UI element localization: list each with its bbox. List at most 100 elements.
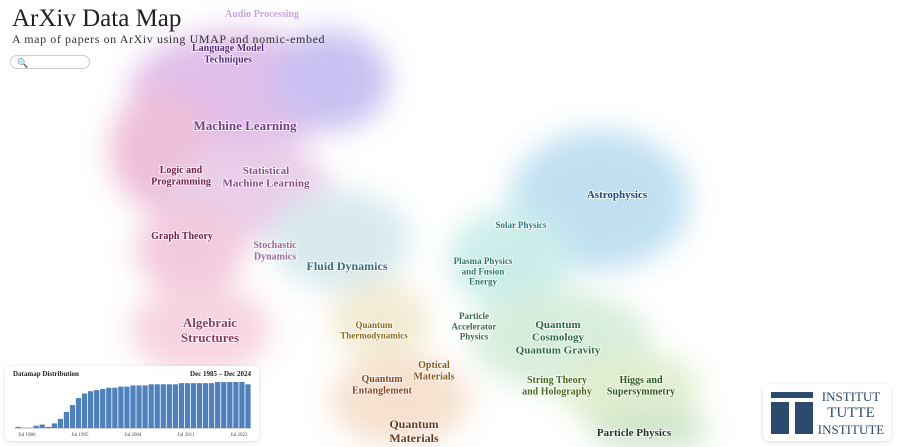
cluster-label: Audio Processing bbox=[225, 9, 299, 20]
histogram-bar bbox=[112, 387, 118, 428]
histogram-bar bbox=[209, 383, 215, 428]
histogram-bar bbox=[118, 386, 124, 428]
x-tick-label: Jul 2004 bbox=[124, 433, 142, 438]
cluster-label: Statistical Machine Learning bbox=[222, 165, 310, 190]
histogram-bar bbox=[166, 384, 172, 428]
histogram-bar bbox=[245, 384, 251, 428]
histogram-title: Datamap Distribution bbox=[13, 370, 79, 378]
cluster-label: Algebraic Structures bbox=[181, 315, 239, 345]
cluster-label-line: Logic and bbox=[160, 165, 203, 176]
histogram-bar bbox=[148, 384, 154, 428]
cluster-label-line: and Holography bbox=[522, 387, 592, 398]
histogram-bar bbox=[106, 387, 112, 428]
cluster-label-line: Techniques bbox=[204, 55, 252, 66]
histogram-bar bbox=[233, 382, 239, 428]
cluster-label: Particle Accelerator Physics bbox=[452, 311, 497, 342]
x-tick-label: Jul 1986 bbox=[18, 433, 36, 438]
cluster-label: Quantum Cosmology Quantum Gravity bbox=[516, 319, 601, 356]
cluster-label: Plasma Physics and Fusion Energy bbox=[454, 256, 513, 287]
header: ArXiv Data Map A map of papers on ArXiv … bbox=[12, 6, 325, 47]
cluster-label-line: Energy bbox=[469, 277, 497, 287]
cluster-label-line: Quantum bbox=[389, 417, 438, 431]
cluster-label-line: Machine Learning bbox=[222, 178, 310, 190]
cluster-label-line: Audio Processing bbox=[225, 9, 299, 20]
cluster-label-line: Graph Theory bbox=[151, 231, 213, 242]
histogram-bar bbox=[184, 383, 191, 428]
cluster-label-line: Materials bbox=[413, 372, 454, 383]
logo-text: INSTITUTE bbox=[818, 422, 884, 437]
cluster-label-line: Particle Physics bbox=[597, 427, 672, 439]
histogram-bar bbox=[63, 411, 70, 428]
histogram-bar bbox=[178, 383, 185, 428]
logo-stripe bbox=[771, 398, 813, 402]
cluster-label-line: Accelerator bbox=[452, 321, 497, 331]
search-box[interactable]: 🔍 bbox=[10, 55, 90, 69]
cluster-label-line: Higgs and bbox=[619, 375, 663, 386]
histogram-panel: Datamap Distribution Dec 1985 – Dec 2024… bbox=[5, 366, 259, 441]
histogram-bar bbox=[75, 398, 82, 428]
cluster-label-line: Quantum bbox=[355, 320, 393, 330]
cluster-label: Solar Physics bbox=[495, 220, 547, 230]
histogram-bar bbox=[51, 423, 57, 428]
cluster-label-line: Cosmology bbox=[532, 332, 584, 344]
logo: INSTITUT TUTTE INSTITUTE bbox=[771, 389, 884, 437]
cluster-label-line: Thermodynamics bbox=[340, 330, 408, 340]
histogram-bar bbox=[69, 405, 76, 428]
x-tick-label: Jul 1995 bbox=[71, 433, 89, 438]
cluster-label-line: Quantum Gravity bbox=[516, 344, 601, 356]
cluster-label: Higgs and Supersymmetry bbox=[607, 375, 675, 398]
histogram-bar bbox=[160, 384, 166, 428]
cluster-label-line: Quantum bbox=[535, 319, 580, 331]
histogram-bar bbox=[130, 385, 136, 428]
cluster-label: Stochastic Dynamics bbox=[253, 240, 297, 263]
cluster-label: Language Model Techniques bbox=[192, 43, 264, 66]
subtitle: A map of papers on ArXiv using UMAP and … bbox=[12, 32, 326, 46]
cluster-label: Optical Materials bbox=[413, 360, 454, 383]
cluster-label-line: Structures bbox=[181, 330, 239, 345]
histogram-bar bbox=[15, 426, 21, 428]
cluster-label: String Theory and Holography bbox=[522, 375, 592, 398]
histogram-bar bbox=[33, 425, 39, 428]
point-clouds bbox=[110, 30, 710, 447]
cluster-label-line: Solar Physics bbox=[495, 220, 547, 230]
cluster-label: Astrophysics bbox=[587, 189, 648, 201]
cluster-label: Logic and Programming bbox=[151, 165, 211, 188]
histogram-bar bbox=[154, 384, 160, 428]
histogram-bar bbox=[190, 383, 197, 428]
histogram-bar bbox=[81, 393, 88, 428]
histogram-range: Dec 1985 – Dec 2024 bbox=[190, 370, 252, 378]
cluster-label-line: Algebraic bbox=[183, 315, 237, 330]
cluster-label: Fluid Dynamics bbox=[306, 259, 387, 273]
histogram-bar bbox=[172, 384, 178, 428]
histogram-bar bbox=[215, 382, 221, 428]
cluster-label-line: and Fusion bbox=[462, 266, 505, 276]
histogram-bar bbox=[202, 383, 209, 428]
histogram-bar bbox=[88, 391, 94, 428]
cluster-label-line: Entanglement bbox=[352, 386, 413, 397]
histogram-bar bbox=[45, 426, 51, 428]
x-tick-label: Jul 2022 bbox=[230, 433, 248, 438]
cluster-label-line: Supersymmetry bbox=[607, 387, 675, 398]
cluster-label: Quantum Materials bbox=[389, 417, 439, 445]
cluster-label-line: Particle bbox=[459, 311, 489, 321]
histogram-bar bbox=[57, 418, 64, 428]
histogram-bar bbox=[221, 382, 227, 428]
histogram-bar bbox=[227, 382, 233, 428]
cluster-label: Quantum Entanglement bbox=[352, 374, 413, 397]
cluster-label-line: Physics bbox=[460, 332, 489, 342]
title: ArXiv Data Map bbox=[12, 5, 182, 32]
cluster-label-line: Language Model bbox=[192, 43, 264, 54]
histogram: Datamap Distribution Dec 1985 – Dec 2024… bbox=[13, 370, 252, 438]
histogram-bar bbox=[94, 390, 100, 428]
cluster-label-line: Machine Learning bbox=[194, 118, 297, 133]
histogram-bar bbox=[39, 424, 45, 428]
cluster-label-line: Plasma Physics bbox=[454, 256, 513, 266]
histogram-bar bbox=[196, 383, 203, 428]
cluster-label-line: Quantum bbox=[361, 374, 403, 385]
histogram-bar bbox=[142, 385, 148, 428]
cluster-label-line: Stochastic bbox=[253, 240, 297, 251]
cluster-label: Quantum Thermodynamics bbox=[340, 320, 408, 340]
cluster-label: Particle Physics bbox=[597, 427, 672, 439]
